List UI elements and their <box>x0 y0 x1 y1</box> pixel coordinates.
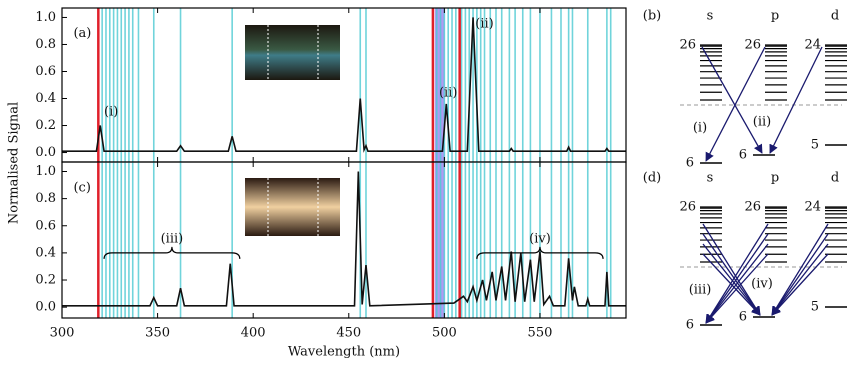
y-tick-label: 0.0 <box>35 145 56 160</box>
transition-arrow <box>771 243 829 316</box>
brace <box>103 246 241 259</box>
inset-image <box>245 178 340 236</box>
level-number: 6 <box>686 318 694 333</box>
level-number: 26 <box>679 38 696 53</box>
level-number: 26 <box>744 200 761 215</box>
orbital-label: p <box>771 9 779 24</box>
transition-arrow <box>771 233 829 316</box>
y-tick-label: 0.8 <box>35 191 56 206</box>
y-tick-label: 0.6 <box>35 64 56 79</box>
annotation: (ii) <box>439 86 457 101</box>
brace-label: (iii) <box>161 231 184 246</box>
wavelength-band <box>434 8 445 162</box>
level-number: 26 <box>679 200 696 215</box>
transition-arrow <box>702 223 761 316</box>
transition-arrow <box>702 233 761 316</box>
panel-label: (b) <box>643 9 661 24</box>
x-tick-label: 550 <box>528 326 553 341</box>
y-tick-label: 0.0 <box>35 300 56 315</box>
axes-frame <box>61 161 627 319</box>
level-number: 6 <box>686 156 694 171</box>
annotation: (c) <box>73 180 90 195</box>
transition-arrow <box>705 223 769 324</box>
y-tick-label: 0.8 <box>35 37 56 52</box>
orbital-label: s <box>707 9 714 24</box>
x-tick-label: 350 <box>145 326 170 341</box>
level-number: 6 <box>739 310 747 325</box>
transition-label: (iii) <box>689 283 712 298</box>
axes-frame <box>61 7 627 163</box>
transition-arrow <box>705 233 769 324</box>
spectrum-line <box>62 171 626 307</box>
y-tick-label: 0.4 <box>35 245 56 260</box>
level-number: 6 <box>739 148 747 163</box>
inset-image <box>245 25 340 80</box>
annotation: (ii) <box>475 17 493 32</box>
transition-label: (ii) <box>753 115 771 130</box>
level-number: 5 <box>811 300 819 315</box>
x-tick-label: 450 <box>336 326 361 341</box>
level-number: 26 <box>744 38 761 53</box>
transition-arrow <box>702 243 761 316</box>
y-tick-label: 0.2 <box>35 118 56 133</box>
y-tick-label: 0.2 <box>35 273 56 288</box>
orbital-label: s <box>707 171 714 186</box>
panel-label: (d) <box>643 171 661 186</box>
plot-layer: 0.0 0.2 0.4 0.6 0.8 1.0 (a) (i) (ii) (ii) Normalis… <box>7 7 847 360</box>
wavelength-band <box>434 162 445 318</box>
x-tick-label: 500 <box>432 326 457 341</box>
spectrum-line <box>62 17 626 153</box>
level-number: 24 <box>804 38 821 53</box>
transition-label: (iv) <box>751 277 773 292</box>
x-axis-label: Wavelength (nm) <box>288 345 400 360</box>
y-axis-label: Normalised Signal <box>7 102 22 224</box>
transition-arrow <box>702 253 761 316</box>
transition-label: (i) <box>693 121 707 136</box>
transition-arrow <box>705 46 766 162</box>
x-tick-label: 300 <box>50 326 75 341</box>
x-tick-label: 400 <box>241 326 266 341</box>
brace-label: (iv) <box>529 231 551 246</box>
transition-arrow <box>771 223 829 316</box>
orbital-label: d <box>831 9 839 24</box>
level-number: 24 <box>804 200 821 215</box>
transition-arrow <box>771 253 829 316</box>
transition-arrow <box>705 253 769 324</box>
transition-arrow <box>701 46 763 154</box>
brace <box>476 246 604 259</box>
y-tick-label: 0.6 <box>35 218 56 233</box>
y-tick-label: 1.0 <box>35 10 56 25</box>
orbital-label: d <box>831 171 839 186</box>
orbital-label: p <box>771 171 779 186</box>
transition-arrow <box>705 243 769 324</box>
y-tick-label: 0.4 <box>35 91 56 106</box>
annotation: (i) <box>104 105 118 120</box>
annotation: (a) <box>73 26 91 41</box>
transition-arrow <box>769 46 823 154</box>
y-tick-label: 1.0 <box>35 164 56 179</box>
level-number: 5 <box>811 138 819 153</box>
